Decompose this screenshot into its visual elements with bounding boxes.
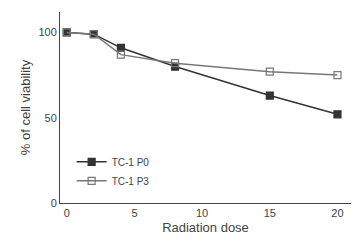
svg-text:Radiation dose: Radiation dose <box>162 220 249 235</box>
svg-text:% of cell viability: % of cell viability <box>18 59 33 155</box>
svg-text:50: 50 <box>45 112 57 124</box>
svg-text:TC-1 P3: TC-1 P3 <box>112 176 150 187</box>
svg-text:5: 5 <box>131 207 137 219</box>
svg-text:0: 0 <box>64 207 70 219</box>
svg-text:20: 20 <box>331 207 343 219</box>
svg-text:0: 0 <box>51 197 57 209</box>
svg-text:100: 100 <box>38 26 56 38</box>
svg-text:10: 10 <box>196 207 208 219</box>
svg-text:15: 15 <box>264 207 276 219</box>
svg-text:TC-1 P0: TC-1 P0 <box>112 157 150 168</box>
